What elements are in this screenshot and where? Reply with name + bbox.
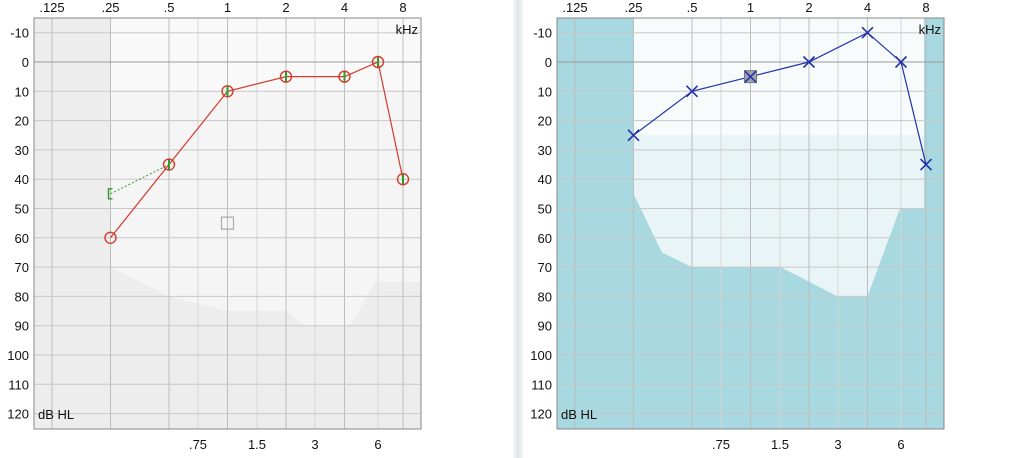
air-conduction-marker xyxy=(861,26,874,39)
y-tick-label: 70 xyxy=(15,260,29,275)
freq-label-bottom: 3 xyxy=(834,437,841,452)
freq-label-top: .25 xyxy=(101,0,119,15)
air-conduction-marker xyxy=(371,55,385,69)
freq-label-bottom: .75 xyxy=(189,437,207,452)
air-conduction-marker xyxy=(104,231,117,245)
y-tick-label: 120 xyxy=(530,407,552,422)
y-tick-label: 50 xyxy=(15,202,29,217)
y-tick-label: -10 xyxy=(10,26,29,41)
freq-label-top: 2 xyxy=(282,0,289,15)
y-tick-label: 0 xyxy=(22,55,29,70)
y-tick-label: 120 xyxy=(7,407,29,422)
freq-label-top: .25 xyxy=(624,0,642,15)
freq-label-top: 1 xyxy=(224,0,231,15)
freq-label-top: 4 xyxy=(341,0,348,15)
y-tick-label: 40 xyxy=(538,172,552,187)
y-tick-label: 0 xyxy=(545,55,552,70)
freq-label-bottom: 1.5 xyxy=(771,437,789,452)
air-conduction-marker xyxy=(919,158,933,171)
y-tick-label: 40 xyxy=(15,172,29,187)
y-tick-label: 80 xyxy=(15,289,29,304)
y-tick-label: 90 xyxy=(15,319,29,334)
air-conduction-marker xyxy=(744,70,757,83)
air-conduction-marker xyxy=(894,55,908,69)
freq-label-bottom: 1.5 xyxy=(248,437,266,452)
freq-label-top: .5 xyxy=(164,0,175,15)
speech-banana-upper xyxy=(110,18,421,92)
y-tick-label: 30 xyxy=(538,143,552,158)
right-ear-audiogram: .125 .25 .5 1 2 4 8 .75 1.5 3 6 -10 0 10 20 30 40 50 60 70 8… xyxy=(7,0,422,452)
y-tick-label: 30 xyxy=(15,143,29,158)
y-tick-label: 60 xyxy=(15,231,29,246)
freq-label-top: .125 xyxy=(562,0,587,15)
freq-label-bottom: .75 xyxy=(712,437,730,452)
freq-label-bottom: 3 xyxy=(311,437,318,452)
y-tick-label: 80 xyxy=(538,289,552,304)
left-ear-audiogram: .125 .25 .5 1 2 4 8 .75 1.5 3 6 -10 0 10 20 30 40 50 60 70 8… xyxy=(530,0,945,452)
y-tick-label: 60 xyxy=(538,231,552,246)
y-tick-label: 20 xyxy=(538,114,552,129)
air-conduction-marker xyxy=(802,55,816,69)
freq-label-top: 4 xyxy=(864,0,871,15)
freq-label-bottom: 6 xyxy=(374,437,381,452)
y-unit-label: dB HL xyxy=(38,407,74,422)
freq-label-top: 1 xyxy=(747,0,754,15)
y-tick-label: 90 xyxy=(538,319,552,334)
y-tick-label: 10 xyxy=(15,84,29,99)
y-tick-label: 110 xyxy=(531,377,552,392)
freq-unit-label: kHz xyxy=(396,22,418,37)
panel-divider xyxy=(513,0,523,458)
air-conduction-marker xyxy=(338,70,351,83)
freq-unit-label: kHz xyxy=(919,22,941,37)
masking-marker xyxy=(220,216,235,230)
y-tick-label: 70 xyxy=(538,260,552,275)
freq-label-top: .125 xyxy=(39,0,64,15)
freq-label-top: 8 xyxy=(399,0,406,15)
y-tick-label: -10 xyxy=(533,26,552,41)
y-tick-label: 100 xyxy=(530,348,552,363)
air-conduction-marker xyxy=(685,85,699,98)
y-unit-label: dB HL xyxy=(561,407,597,422)
freq-label-top: 8 xyxy=(922,0,929,15)
freq-label-top: 2 xyxy=(805,0,812,15)
freq-label-top: .5 xyxy=(687,0,698,15)
plot-frame xyxy=(556,17,945,430)
air-conduction-marker xyxy=(627,129,640,142)
plot-frame xyxy=(33,17,422,430)
speech-banana xyxy=(110,18,421,326)
air-conduction-marker xyxy=(279,70,293,83)
y-tick-label: 20 xyxy=(15,114,29,129)
bone-conduction-marker xyxy=(107,188,113,200)
y-tick-label: 10 xyxy=(538,84,552,99)
air-conduction-marker xyxy=(396,172,410,186)
speech-banana-upper xyxy=(633,18,924,136)
air-conduction-marker xyxy=(162,158,176,171)
y-tick-label: 50 xyxy=(538,202,552,217)
air-conduction-marker xyxy=(221,85,234,98)
freq-label-bottom: 6 xyxy=(897,437,904,452)
y-tick-label: 110 xyxy=(8,377,29,392)
bone-conduction-line xyxy=(110,164,170,195)
y-tick-label: 100 xyxy=(7,348,29,363)
